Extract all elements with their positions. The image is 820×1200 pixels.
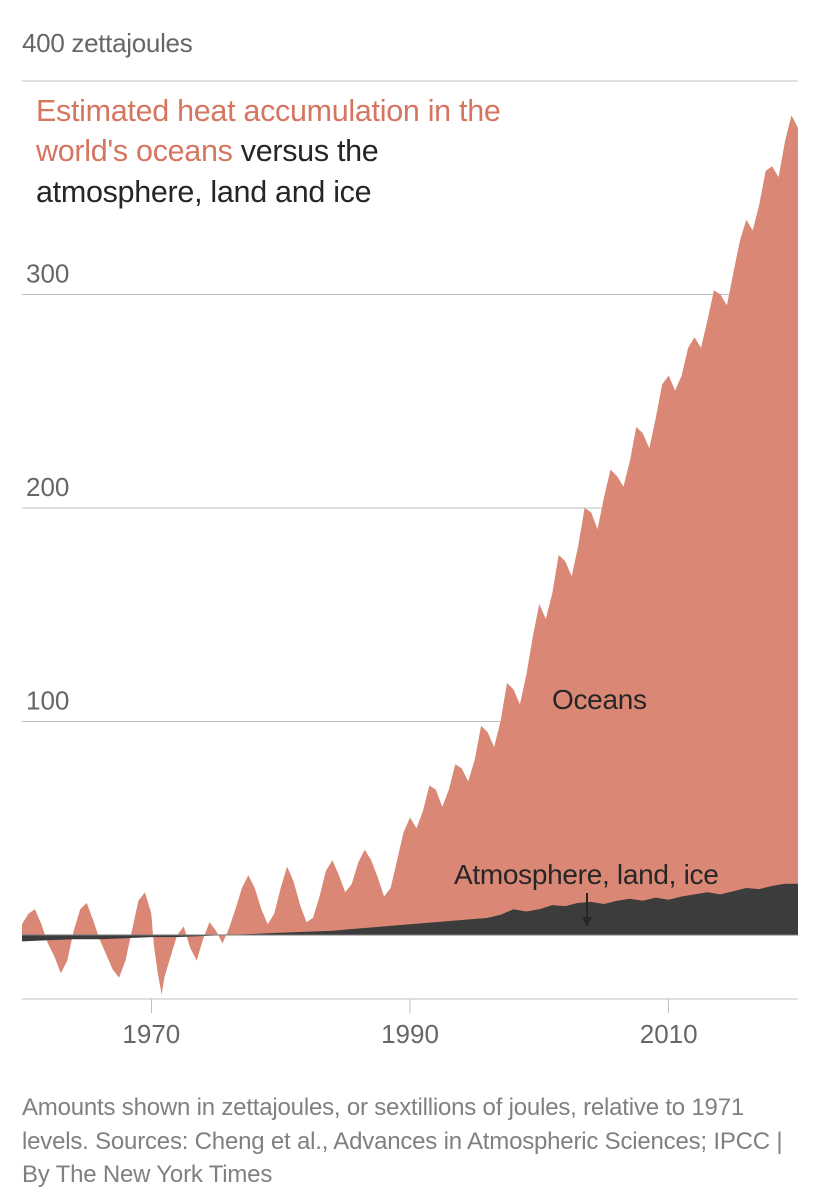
chart-plot-area: 100 200 300 1970 1990 2010 Estimated heat acc… [22,69,798,1069]
svg-text:1970: 1970 [122,1019,180,1049]
svg-text:1990: 1990 [381,1019,439,1049]
chart-footnote: Amounts shown in zettajoules, or sextill… [22,1091,798,1192]
y-axis-top-label: 400 zettajoules [22,28,798,59]
svg-text:2010: 2010 [640,1019,698,1049]
figure-wrapper: 400 zettajoules 100 200 300 1970 1990 2010 Es… [0,0,820,1200]
svg-text:200: 200 [26,472,69,502]
chart-title: Estimated heat accumulation in the world… [36,91,538,212]
series-label-oceans: Oceans [552,684,647,716]
svg-text:300: 300 [26,258,69,288]
svg-text:100: 100 [26,685,69,715]
chart-svg: 100 200 300 1970 1990 2010 [22,69,798,1069]
series-label-atmosphere-land-ice: Atmosphere, land, ice [454,859,719,891]
